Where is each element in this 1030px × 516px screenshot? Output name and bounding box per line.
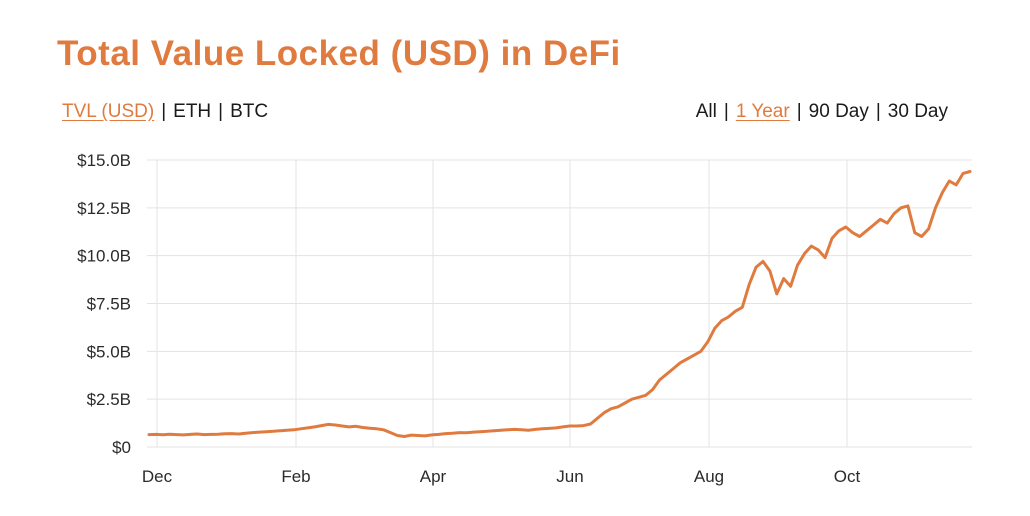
- x-tick-label: Apr: [420, 467, 447, 486]
- series-line-tvl: [147, 170, 972, 438]
- toggle-separator: |: [875, 101, 881, 122]
- y-tick-label: $0: [112, 438, 131, 457]
- range-toggle-all[interactable]: All: [695, 101, 717, 122]
- x-tick-label: Feb: [281, 467, 310, 486]
- range-toggle-30-day[interactable]: 30 Day: [887, 101, 948, 122]
- y-tick-label: $7.5B: [87, 295, 131, 314]
- range-toggle-1-year[interactable]: 1 Year: [735, 101, 790, 122]
- y-tick-label: $15.0B: [77, 151, 131, 170]
- y-tick-label: $12.5B: [77, 199, 131, 218]
- toggle-separator: |: [218, 101, 224, 122]
- x-tick-label: Jun: [556, 467, 583, 486]
- x-tick-label: Oct: [834, 467, 861, 486]
- metric-toggle-btc[interactable]: BTC: [230, 101, 269, 122]
- y-tick-label: $2.5B: [87, 390, 131, 409]
- y-tick-label: $10.0B: [77, 247, 131, 266]
- x-axis-ticks: Dec Feb Apr Jun Aug Oct: [142, 467, 861, 486]
- metric-toggle-eth[interactable]: ETH: [173, 101, 212, 122]
- range-toggle-group: All | 1 Year | 90 Day | 30 Day: [696, 101, 948, 123]
- toggle-separator: |: [161, 101, 167, 122]
- metric-toggle-group: TVL (USD) | ETH | BTC: [62, 101, 268, 123]
- grid-lines: [147, 159, 972, 448]
- toggle-separator: |: [723, 101, 729, 122]
- range-toggle-90-day[interactable]: 90 Day: [808, 101, 869, 122]
- x-tick-label: Aug: [694, 467, 724, 486]
- y-tick-label: $5.0B: [87, 342, 131, 361]
- metric-toggle-tvl-usd[interactable]: TVL (USD): [62, 101, 155, 122]
- x-tick-label: Dec: [142, 467, 173, 486]
- y-axis-ticks: $0 $2.5B $5.0B $7.5B $10.0B $12.5B $15.0B: [77, 151, 131, 457]
- toggle-separator: |: [796, 101, 802, 122]
- chart-title: Total Value Locked (USD) in DeFi: [57, 34, 621, 73]
